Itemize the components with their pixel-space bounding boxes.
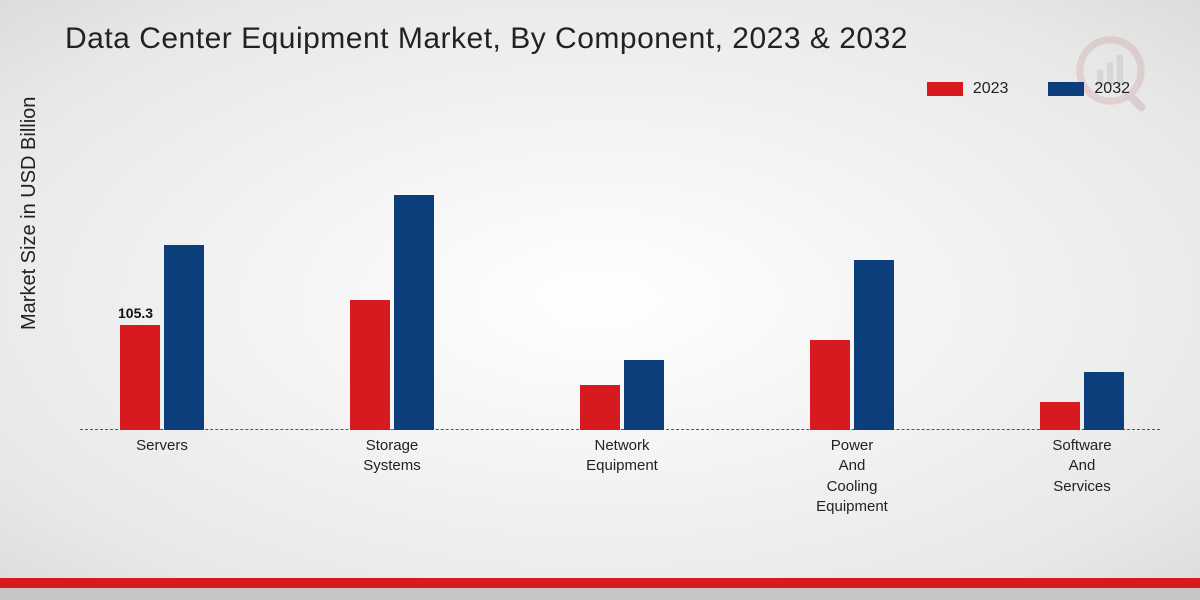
- plot-area: 105.3: [80, 140, 1160, 430]
- footer-accent-bar: [0, 578, 1200, 588]
- legend-label-2032: 2032: [1094, 80, 1130, 98]
- bar-2023-storage: [350, 300, 390, 430]
- legend-item-2023: 2023: [927, 80, 1009, 98]
- bar-2032-network: [624, 360, 664, 430]
- legend-swatch-2023: [927, 82, 963, 96]
- bar-2032-software: [1084, 372, 1124, 430]
- legend: 2023 2032: [927, 80, 1130, 98]
- bar-2023-servers: [120, 325, 160, 430]
- bar-2023-software: [1040, 402, 1080, 430]
- bar-2032-power: [854, 260, 894, 430]
- bar-group-servers: 105.3: [120, 245, 204, 430]
- x-label-servers: Servers: [136, 436, 188, 456]
- y-axis-label: Market Size in USD Billion: [18, 97, 41, 330]
- bar-2032-storage: [394, 195, 434, 430]
- x-axis-labels: Servers Storage Systems Network Equipmen…: [80, 436, 1160, 546]
- legend-item-2032: 2032: [1048, 80, 1130, 98]
- chart-title: Data Center Equipment Market, By Compone…: [65, 22, 908, 56]
- bar-2023-power: [810, 340, 850, 430]
- legend-swatch-2032: [1048, 82, 1084, 96]
- bar-group-storage: [350, 195, 434, 430]
- bar-group-network: [580, 360, 664, 430]
- legend-label-2023: 2023: [973, 80, 1009, 98]
- bar-group-software: [1040, 372, 1124, 430]
- bar-2032-servers: [164, 245, 204, 430]
- x-label-power: Power And Cooling Equipment: [816, 436, 888, 517]
- bar-2023-network: [580, 385, 620, 430]
- footer-grey-bar: [0, 588, 1200, 600]
- x-label-software: Software And Services: [1052, 436, 1111, 497]
- x-label-storage: Storage Systems: [363, 436, 421, 477]
- bar-group-power: [810, 260, 894, 430]
- x-label-network: Network Equipment: [586, 436, 658, 477]
- watermark-logo-icon: [1070, 30, 1160, 120]
- bar-value-label-servers-2023: 105.3: [118, 305, 153, 321]
